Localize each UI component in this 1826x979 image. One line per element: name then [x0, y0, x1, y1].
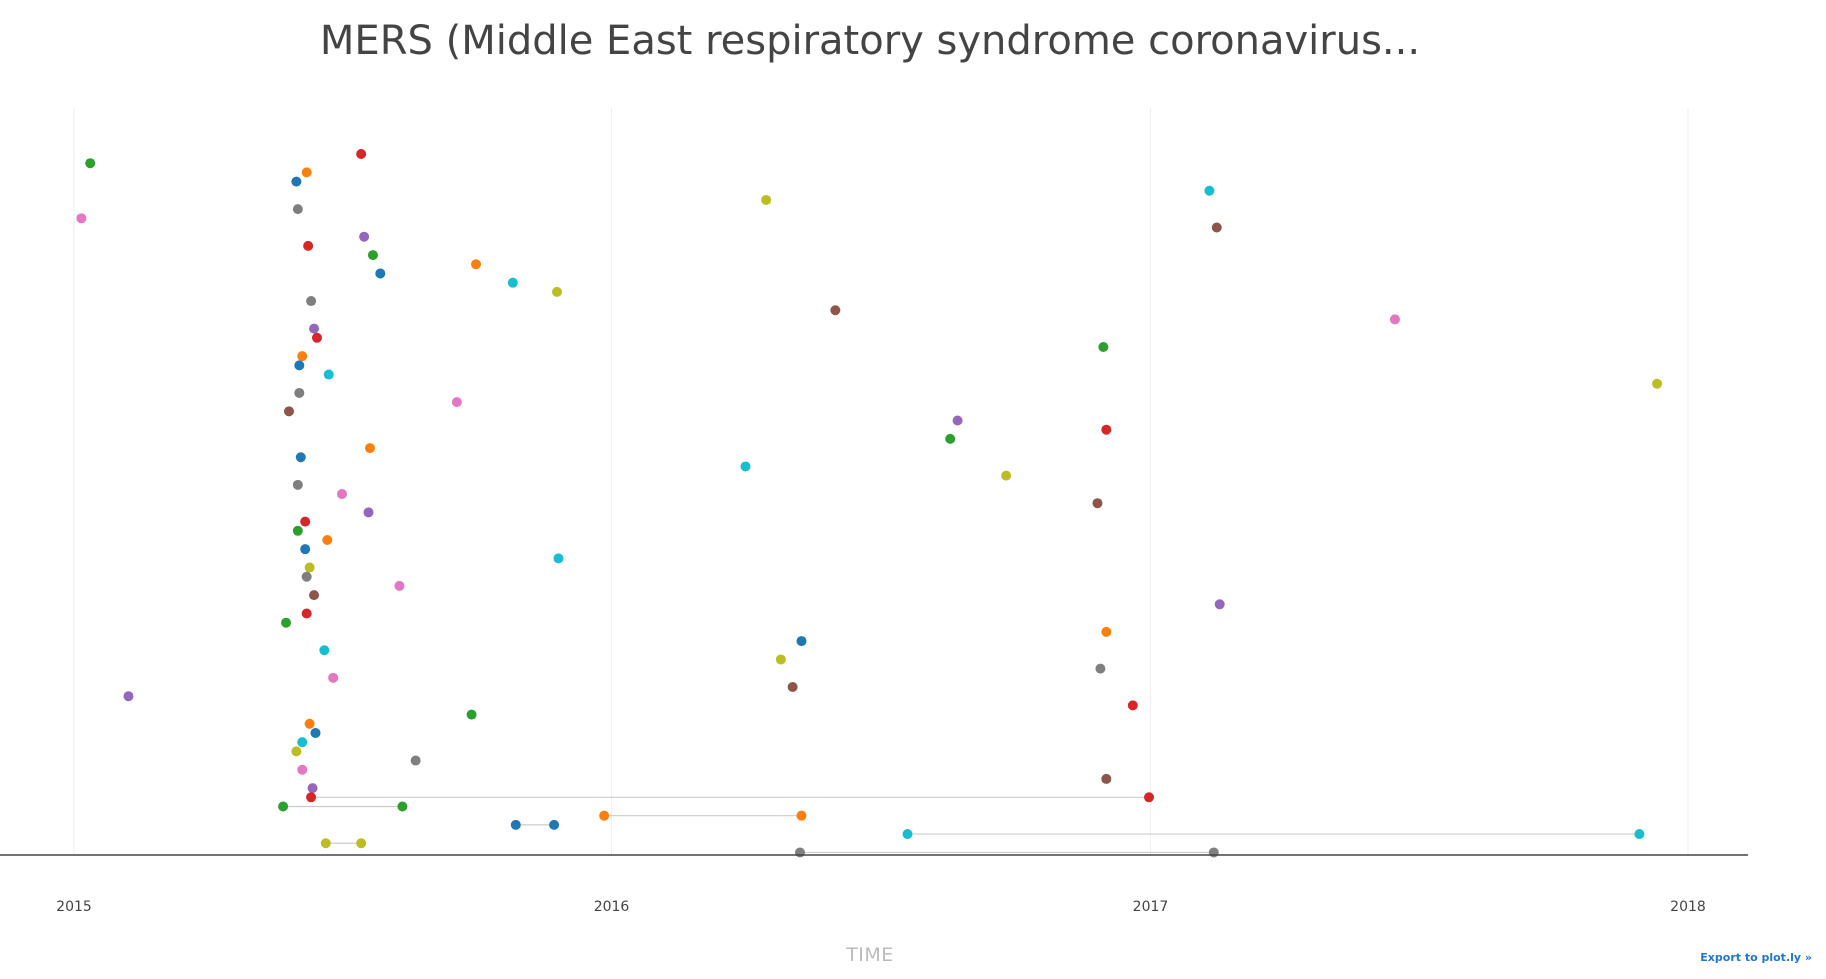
data-point[interactable]	[466, 709, 477, 720]
data-point[interactable]	[297, 351, 308, 362]
data-point[interactable]	[796, 810, 807, 821]
data-point[interactable]	[1634, 829, 1645, 840]
data-point[interactable]	[311, 332, 322, 343]
export-to-plotly-link[interactable]: Export to plot.ly »	[1700, 951, 1812, 964]
data-point[interactable]	[394, 580, 405, 591]
data-point[interactable]	[337, 489, 348, 500]
data-point[interactable]	[309, 590, 320, 601]
data-point[interactable]	[775, 654, 786, 665]
data-point[interactable]	[902, 829, 913, 840]
data-point[interactable]	[795, 847, 806, 858]
data-point[interactable]	[363, 507, 374, 518]
data-points	[76, 149, 1663, 858]
data-point[interactable]	[1098, 341, 1109, 352]
data-point[interactable]	[301, 571, 312, 582]
data-point[interactable]	[328, 672, 339, 683]
data-point[interactable]	[367, 250, 378, 261]
x-tick-label: 2016	[594, 899, 630, 915]
data-point[interactable]	[796, 636, 807, 647]
data-point[interactable]	[309, 323, 320, 334]
data-point[interactable]	[356, 838, 367, 849]
data-point[interactable]	[306, 296, 317, 307]
data-point[interactable]	[1001, 470, 1012, 481]
data-point[interactable]	[952, 415, 963, 426]
data-point[interactable]	[300, 516, 311, 527]
data-point[interactable]	[397, 801, 408, 812]
data-point[interactable]	[319, 645, 330, 656]
chart-title: MERS (Middle East respiratory syndrome c…	[319, 18, 1421, 64]
x-tick-label: 2018	[1670, 899, 1706, 915]
data-point[interactable]	[123, 691, 134, 702]
data-point[interactable]	[549, 819, 560, 830]
data-point[interactable]	[945, 433, 956, 444]
data-point[interactable]	[359, 231, 370, 242]
data-point[interactable]	[301, 167, 312, 178]
data-point[interactable]	[451, 397, 462, 408]
x-tick-label: 2015	[56, 899, 92, 915]
data-point[interactable]	[471, 259, 482, 270]
data-point[interactable]	[320, 838, 331, 849]
data-point[interactable]	[281, 617, 292, 628]
data-point[interactable]	[1101, 773, 1112, 784]
data-point[interactable]	[1389, 314, 1400, 325]
data-point[interactable]	[599, 810, 610, 821]
data-point[interactable]	[740, 461, 751, 472]
data-point[interactable]	[295, 452, 306, 463]
data-point[interactable]	[291, 746, 302, 757]
x-tick-label: 2017	[1133, 899, 1169, 915]
data-point[interactable]	[292, 479, 303, 490]
data-point[interactable]	[507, 277, 518, 288]
data-point[interactable]	[552, 286, 563, 297]
data-point[interactable]	[306, 792, 317, 803]
data-point[interactable]	[303, 240, 314, 251]
data-point[interactable]	[1211, 222, 1222, 233]
data-point[interactable]	[375, 268, 386, 279]
data-point[interactable]	[323, 369, 334, 380]
data-point[interactable]	[85, 158, 96, 169]
data-point[interactable]	[1101, 424, 1112, 435]
data-point[interactable]	[1208, 847, 1219, 858]
data-point[interactable]	[284, 406, 295, 417]
data-point[interactable]	[304, 718, 315, 729]
data-point[interactable]	[310, 727, 321, 738]
data-point[interactable]	[761, 194, 772, 205]
range-connectors	[283, 796, 1640, 854]
data-point[interactable]	[1092, 498, 1103, 509]
data-point[interactable]	[1204, 185, 1215, 196]
data-point[interactable]	[322, 534, 333, 545]
data-point[interactable]	[1144, 792, 1155, 803]
data-point[interactable]	[356, 149, 367, 159]
x-tick-labels: 2015 2016 2017 2018	[56, 899, 1706, 915]
data-point[interactable]	[297, 737, 308, 748]
data-point[interactable]	[787, 682, 798, 693]
data-point[interactable]	[1101, 626, 1112, 637]
data-point[interactable]	[292, 204, 303, 215]
data-point[interactable]	[300, 544, 311, 555]
data-point[interactable]	[553, 553, 564, 564]
data-point[interactable]	[291, 176, 302, 187]
data-point[interactable]	[301, 608, 312, 619]
data-point[interactable]	[1214, 599, 1225, 610]
data-point[interactable]	[294, 360, 305, 371]
data-point[interactable]	[76, 213, 87, 224]
data-point[interactable]	[510, 819, 521, 830]
data-point[interactable]	[1095, 663, 1106, 674]
x-axis-title: TIME	[846, 944, 894, 966]
grid-lines	[73, 108, 1689, 855]
data-point[interactable]	[1652, 378, 1663, 389]
data-point[interactable]	[307, 783, 318, 794]
data-point[interactable]	[1127, 700, 1138, 711]
data-point[interactable]	[304, 562, 315, 573]
data-point[interactable]	[297, 764, 308, 775]
data-point[interactable]	[364, 443, 375, 454]
data-point[interactable]	[278, 801, 289, 812]
data-point[interactable]	[410, 755, 421, 766]
data-point[interactable]	[294, 387, 305, 398]
data-point[interactable]	[830, 305, 841, 316]
data-point[interactable]	[292, 525, 303, 536]
